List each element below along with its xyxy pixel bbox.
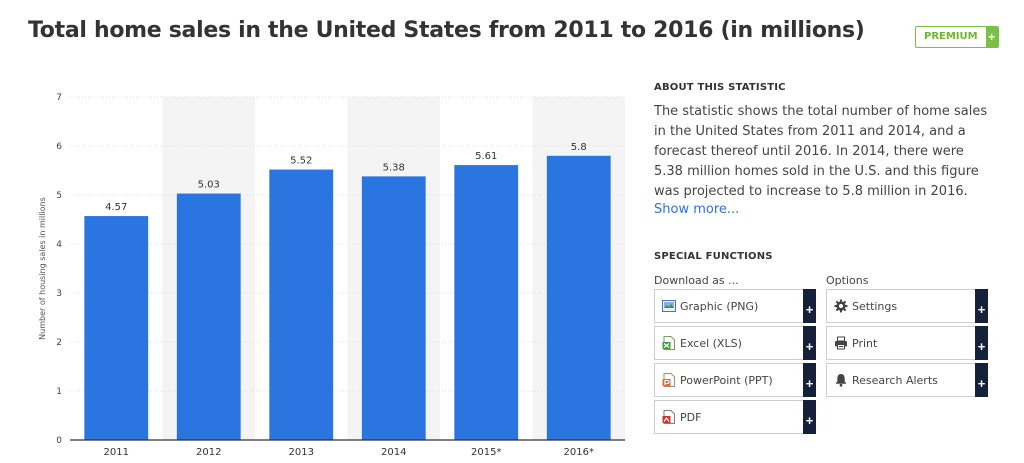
print-button[interactable]: Print + [826,326,988,360]
download-ppt-label: PowerPoint (PPT) [680,373,773,387]
data-label: 5.52 [290,156,312,167]
premium-plus-icon: + [985,27,998,47]
bar-2015 [454,165,519,441]
data-label: 5.38 [383,162,405,173]
settings-label: Settings [852,299,898,313]
plus-icon: + [975,289,988,323]
plus-icon: + [803,400,816,434]
premium-label: PREMIUM [924,31,978,42]
y-tick-label: 2 [56,338,62,348]
image-file-icon [662,300,676,312]
excel-file-icon [662,336,675,350]
y-tick-label: 0 [56,436,62,446]
bar-2013 [269,169,334,440]
premium-button[interactable]: PREMIUM + [915,26,999,48]
plus-icon: + [803,289,816,323]
data-label: 5.8 [571,142,587,153]
gear-icon [834,299,848,313]
download-label: Download as ... [654,274,739,287]
bar-chart: 0 1 2 3 4 5 6 7 Number of housing sales in milli… [38,93,625,458]
data-label: 5.61 [475,151,497,162]
options-label: Options [826,274,869,287]
special-functions-heading: SPECIAL FUNCTIONS [654,251,773,262]
settings-button[interactable]: Settings + [826,289,988,323]
plus-icon: + [975,363,988,397]
download-pdf-label: PDF [680,410,702,424]
download-xls-button[interactable]: Excel (XLS) + [654,326,816,360]
y-axis-label: Number of housing sales in millions [38,197,47,340]
y-tick-label: 6 [56,142,62,152]
x-tick-label: 2016* [564,447,594,458]
plus-icon: + [975,326,988,360]
x-tick-label: 2014 [381,447,406,458]
y-tick-label: 5 [56,191,62,201]
download-pdf-button[interactable]: PDF + [654,400,816,434]
download-ppt-button[interactable]: PowerPoint (PPT) + [654,363,816,397]
download-png-button[interactable]: Graphic (PNG) + [654,289,816,323]
x-tick-label: 2015* [471,447,501,458]
y-tick-label: 4 [56,240,62,250]
research-alerts-button[interactable]: Research Alerts + [826,363,988,397]
about-text: The statistic shows the total number of … [654,104,988,199]
bar-2012 [176,193,241,440]
plus-icon: + [803,326,816,360]
y-tick-label: 1 [56,387,62,397]
data-label: 5.03 [198,180,220,191]
download-xls-label: Excel (XLS) [680,336,742,350]
bell-icon [835,374,847,387]
x-tick-label: 2013 [289,447,314,458]
about-heading: ABOUT THIS STATISTIC [654,82,786,93]
x-tick-label: 2011 [104,447,129,458]
powerpoint-file-icon [662,373,675,387]
y-tick-label: 3 [56,289,62,299]
show-more-link[interactable]: Show more... [654,202,740,217]
data-label: 4.57 [105,202,127,213]
plus-icon: + [803,363,816,397]
y-tick-label: 7 [56,93,62,103]
x-tick-label: 2012 [196,447,221,458]
bar-2011 [84,216,149,440]
printer-icon [835,336,847,350]
research-alerts-label: Research Alerts [852,373,938,387]
print-label: Print [852,336,878,350]
bar-2016 [546,155,611,441]
download-png-label: Graphic (PNG) [680,299,759,313]
page-title: Total home sales in the United States fr… [28,18,865,43]
bar-2014 [361,176,426,440]
pdf-file-icon [662,410,675,424]
